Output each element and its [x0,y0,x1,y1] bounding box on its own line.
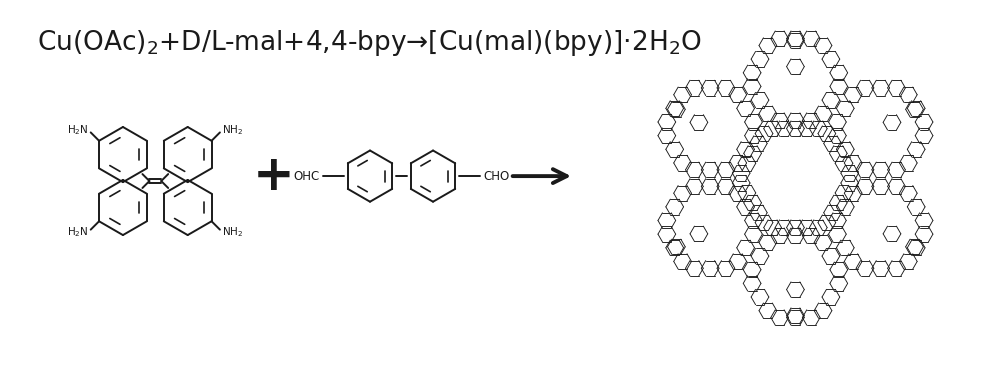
Text: CHO: CHO [483,169,510,183]
Text: +: + [253,152,294,200]
Text: Cu(OAc)$_2$+D/L-mal+4,4-bpy→[Cu(mal)(bpy)]·2H$_2$O: Cu(OAc)$_2$+D/L-mal+4,4-bpy→[Cu(mal)(bpy… [37,29,702,59]
Text: H$_2$N: H$_2$N [67,123,89,137]
Text: H$_2$N: H$_2$N [67,225,89,239]
Text: NH$_2$: NH$_2$ [222,225,243,239]
Text: OHC: OHC [294,169,320,183]
Text: NH$_2$: NH$_2$ [222,123,243,137]
